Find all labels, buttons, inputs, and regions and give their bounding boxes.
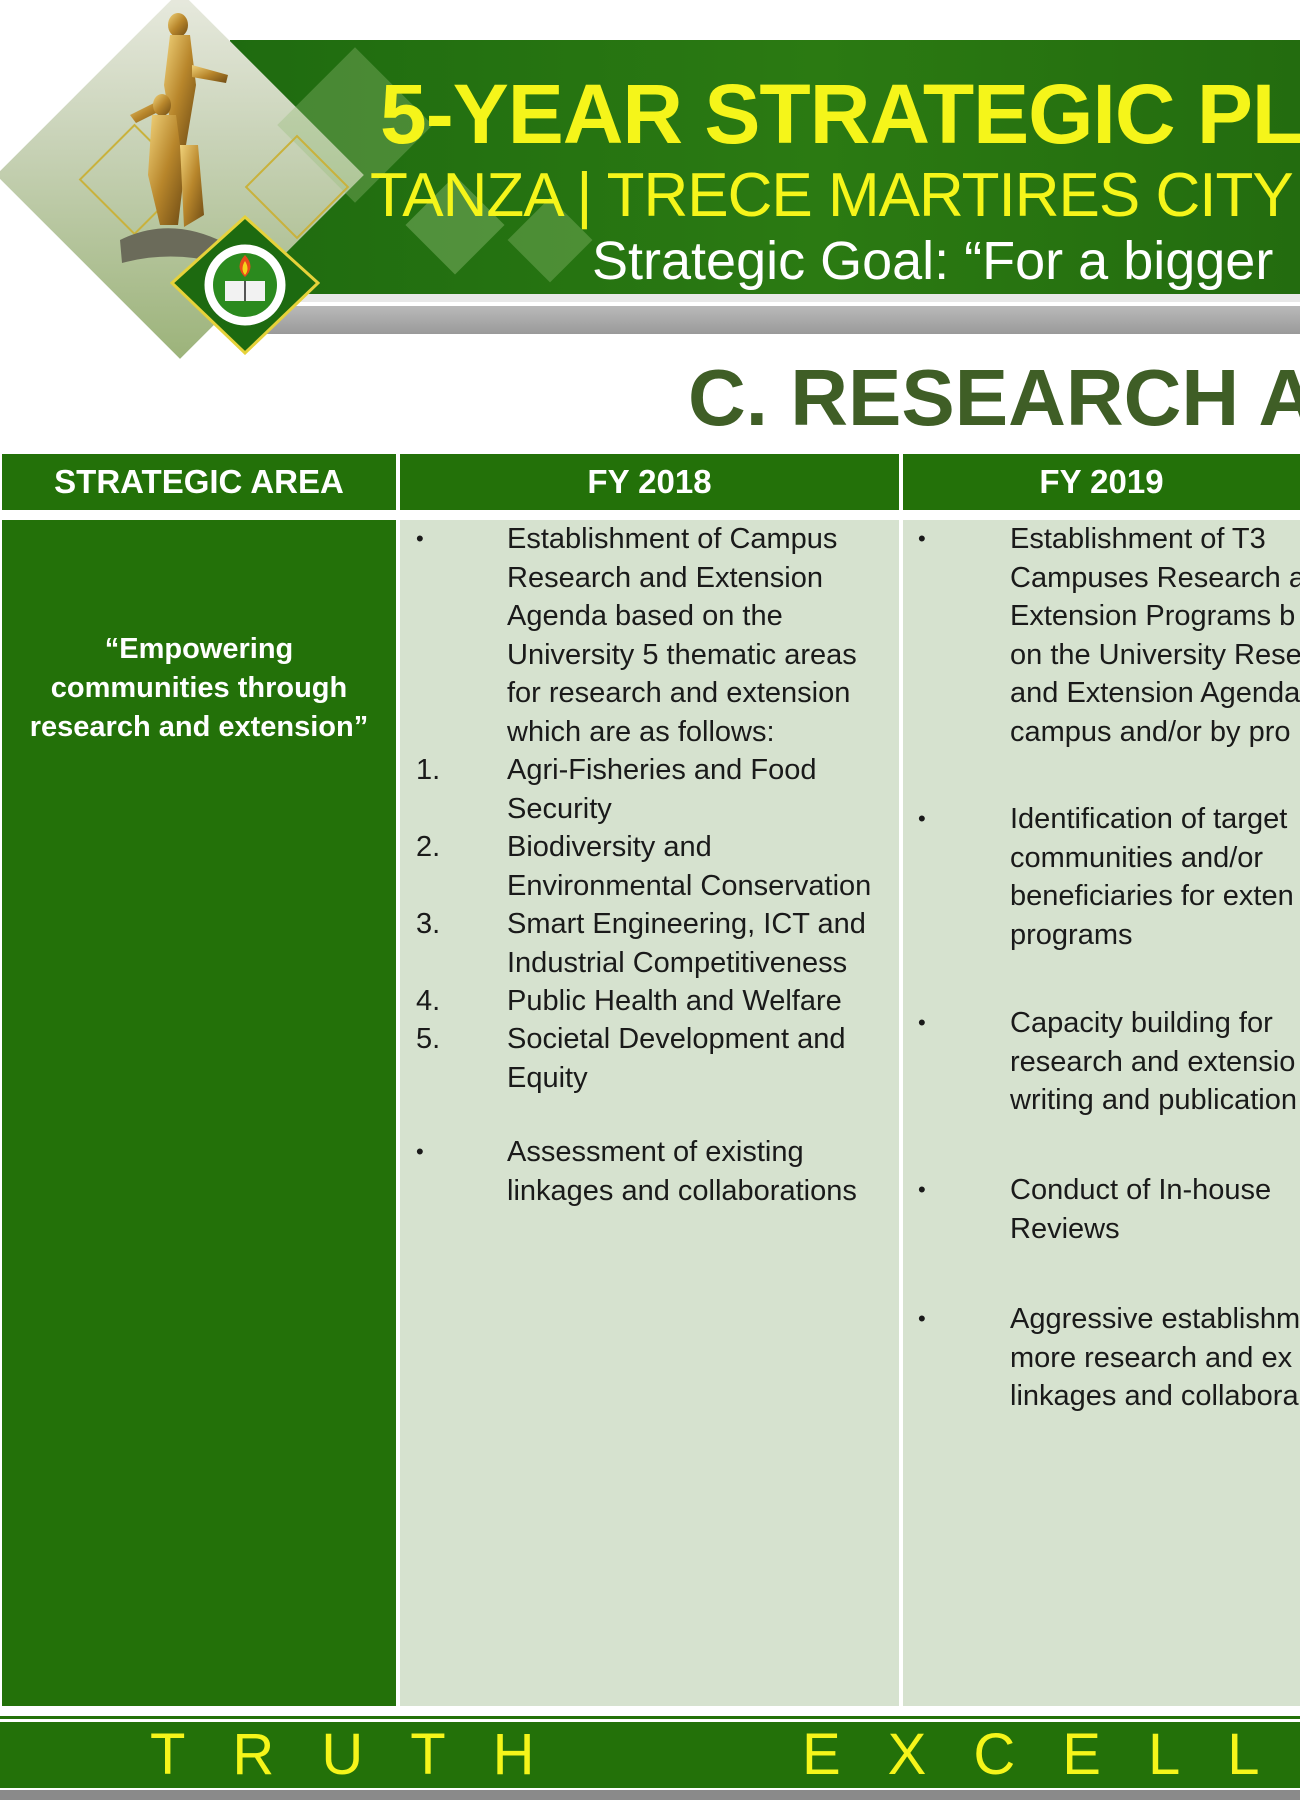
- text-line: Agri-Fisheries and Food: [507, 754, 817, 786]
- university-seal-logo: [170, 215, 320, 355]
- text-line: communities and/or: [1010, 841, 1264, 874]
- text-line: Extension Programs b: [1010, 600, 1296, 632]
- plan-title: 5-YEAR STRATEGIC PLAN: [380, 67, 1300, 161]
- text-line: which are as follows:: [507, 715, 775, 748]
- statue-image: [120, 13, 228, 263]
- bullet-marker: •: [918, 1177, 926, 1202]
- banner-stripe: [240, 294, 1300, 302]
- item-text: Establishment of T3 Campuses Research a …: [1010, 520, 1300, 751]
- item-text: Aggressive establishm more research and …: [1010, 1300, 1300, 1416]
- text-line: Identification of target: [1010, 803, 1288, 835]
- footer-stripe: [0, 1790, 1300, 1800]
- strategic-area-cell: “Empowering communities through research…: [2, 520, 396, 1706]
- text-line: linkages and collabora: [1010, 1380, 1299, 1412]
- bullet-marker: •: [918, 806, 926, 831]
- footer-banner: [0, 1722, 1300, 1788]
- footer-word-truth: TRUTH: [150, 1722, 582, 1787]
- text-line: Conduct of In-house: [1010, 1174, 1272, 1206]
- header-fy2018: FY 2018: [400, 454, 899, 510]
- number-marker: 4.: [416, 985, 441, 1017]
- strategic-area-text: “Empowering communities through research…: [2, 630, 396, 747]
- strategic-area-line: communities through: [50, 672, 348, 704]
- text-line: Security: [507, 792, 612, 825]
- text-line: Establishment of Campus: [507, 523, 838, 555]
- text-line: for research and extension: [507, 677, 851, 709]
- item-text: Identification of target communities and…: [1010, 800, 1294, 954]
- strategic-goal: Strategic Goal: “For a bigger: [592, 231, 1274, 291]
- item-text: Societal Development and Equity: [507, 1020, 846, 1097]
- strategic-area-line: research and extension”: [29, 711, 369, 743]
- text-line: Equity: [507, 1061, 588, 1094]
- bullet-marker: •: [918, 1306, 926, 1331]
- text-line: University 5 thematic areas: [507, 638, 857, 671]
- text-line: linkages and collaborations: [507, 1174, 857, 1207]
- item-text: Smart Engineering, ICT and Industrial Co…: [507, 905, 866, 982]
- text-line: and Extension Agenda: [1010, 677, 1300, 709]
- text-line: Campuses Research a: [1010, 561, 1300, 594]
- text-line: Smart Engineering, ICT and: [507, 908, 866, 940]
- text-line: beneficiaries for exten: [1010, 880, 1294, 912]
- footer-divider: [0, 1716, 1300, 1719]
- item-text: Establishment of Campus Research and Ext…: [507, 520, 857, 751]
- text-line: on the University Rese: [1010, 638, 1300, 671]
- section-title: C. RESEARCH A: [688, 353, 1300, 442]
- item-text: Agri-Fisheries and Food Security: [507, 751, 816, 828]
- text-line: campus and/or by pro: [1010, 715, 1291, 748]
- text-line: research and extensio: [1010, 1045, 1296, 1078]
- item-text: Biodiversity and Environmental Conservat…: [507, 828, 871, 905]
- header-fy2019: FY 2019: [903, 454, 1300, 510]
- text-line: more research and ex: [1010, 1341, 1293, 1374]
- text-line: Biodiversity and: [507, 831, 712, 863]
- number-marker: 5.: [416, 1023, 441, 1055]
- number-marker: 2.: [416, 831, 441, 863]
- text-line: Reviews: [1010, 1212, 1120, 1245]
- text-line: programs: [1010, 918, 1133, 951]
- item-text: Assessment of existing linkages and coll…: [507, 1133, 857, 1210]
- text-line: writing and publication: [1010, 1084, 1297, 1116]
- item-text: Conduct of In-house Reviews: [1010, 1171, 1271, 1248]
- item-text: Capacity building for research and exten…: [1010, 1004, 1297, 1120]
- banner-shadow: [250, 306, 1300, 334]
- text-line: Agenda based on the: [507, 600, 783, 632]
- header-banner: [230, 40, 1300, 298]
- text-line: Societal Development and: [507, 1023, 846, 1055]
- item-text: Public Health and Welfare: [507, 982, 842, 1021]
- bullet-marker: •: [416, 1139, 424, 1164]
- bullet-marker: •: [918, 1010, 926, 1035]
- text-line: Public Health and Welfare: [507, 985, 842, 1017]
- fy2019-cell: • Establishment of T3 Campuses Research …: [903, 520, 1300, 1706]
- campus-list: TANZA | TRECE MARTIRES CITY | GE: [370, 161, 1300, 230]
- bullet-marker: •: [416, 526, 424, 551]
- bullet-marker: •: [918, 526, 926, 551]
- text-line: Research and Extension: [507, 561, 823, 594]
- text-line: Aggressive establishm: [1010, 1303, 1300, 1335]
- header-strategic-area: STRATEGIC AREA: [2, 454, 396, 510]
- text-line: Assessment of existing: [507, 1136, 804, 1168]
- number-marker: 3.: [416, 908, 441, 940]
- text-line: Capacity building for: [1010, 1007, 1273, 1039]
- footer-word-excellence: EXCELL: [802, 1722, 1300, 1787]
- fy2018-cell: • Establishment of Campus Research and E…: [400, 520, 899, 1706]
- number-marker: 1.: [416, 754, 441, 786]
- text-line: Industrial Competitiveness: [507, 946, 848, 979]
- strategic-area-line: “Empowering: [104, 633, 294, 665]
- text-line: Environmental Conservation: [507, 869, 872, 902]
- text-line: Establishment of T3: [1010, 523, 1266, 555]
